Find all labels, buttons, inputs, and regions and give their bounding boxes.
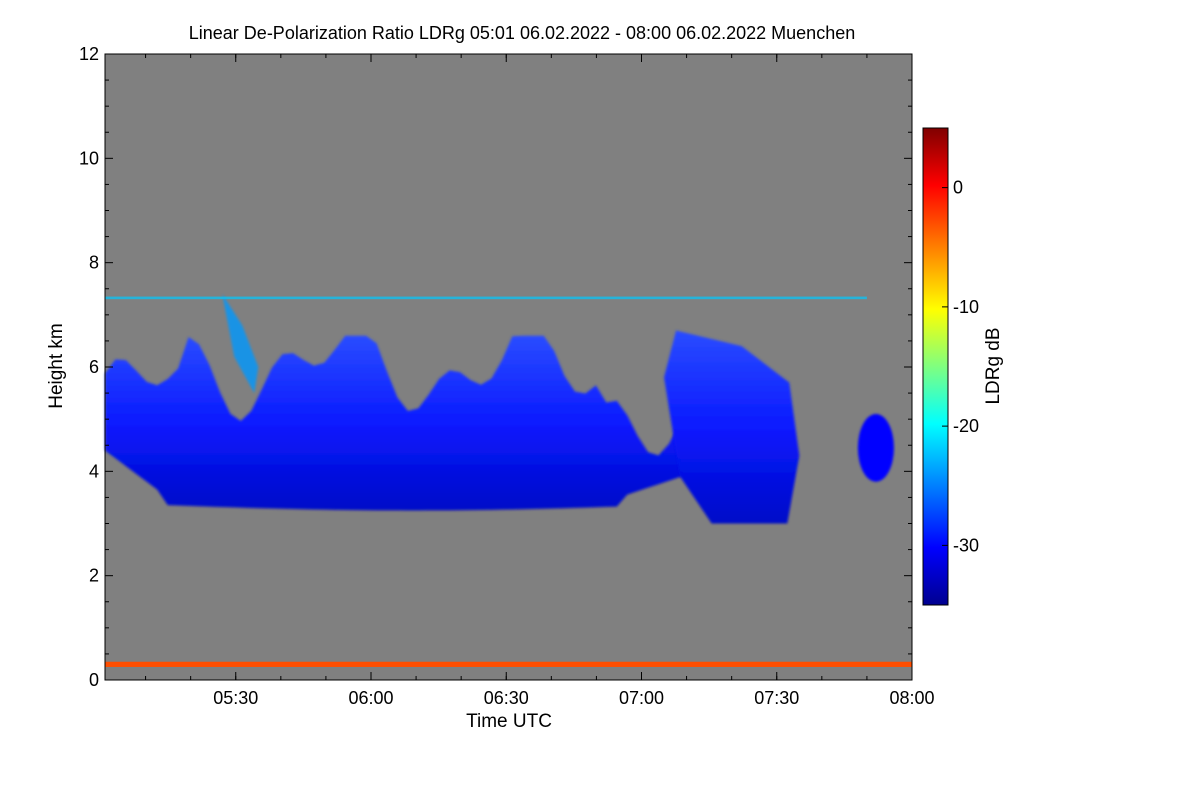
x-tick-label: 06:30 xyxy=(484,688,529,708)
colorbar-tick-label: -20 xyxy=(953,416,979,436)
x-tick-label: 08:00 xyxy=(889,688,934,708)
feature-thin-layer xyxy=(105,296,867,300)
feature-near-ground-layer xyxy=(105,661,912,667)
colorbar-tick-label: 0 xyxy=(953,178,963,198)
y-tick-label: 2 xyxy=(89,566,99,586)
x-axis: 05:30 06:00 06:30 07:00 07:30 08:00 xyxy=(145,54,935,708)
y-tick-label: 10 xyxy=(79,148,99,168)
colorbar-label: LDRg dB xyxy=(983,327,1004,404)
x-tick-label: 05:30 xyxy=(213,688,258,708)
y-axis-label: Height km xyxy=(46,323,67,409)
y-axis: 0 2 4 6 8 10 12 xyxy=(79,44,912,690)
y-tick-label: 6 xyxy=(89,357,99,377)
feature-cloud-tower xyxy=(664,330,800,524)
colorbar-ticks: 0 -10 -20 -30 xyxy=(942,178,979,555)
feature-main-cloud-layer xyxy=(105,335,732,511)
y-tick-label: 8 xyxy=(89,253,99,273)
y-tick-label: 12 xyxy=(79,44,99,64)
colorbar xyxy=(922,127,949,606)
colorbar-tick-label: -10 xyxy=(953,297,979,317)
x-tick-label: 06:00 xyxy=(348,688,393,708)
colorbar-tick-label: -30 xyxy=(953,535,979,555)
x-tick-label: 07:30 xyxy=(754,688,799,708)
x-axis-label: Time UTC xyxy=(466,711,552,732)
y-tick-label: 4 xyxy=(89,461,99,481)
chart-title: Linear De-Polarization Ratio LDRg 05:01 … xyxy=(189,23,855,43)
cloud-features xyxy=(105,293,912,667)
x-tick-label: 07:00 xyxy=(619,688,664,708)
y-tick-label: 0 xyxy=(89,670,99,690)
feature-depolarizing-streak xyxy=(222,293,259,394)
feature-isolated-cloud xyxy=(857,413,894,482)
